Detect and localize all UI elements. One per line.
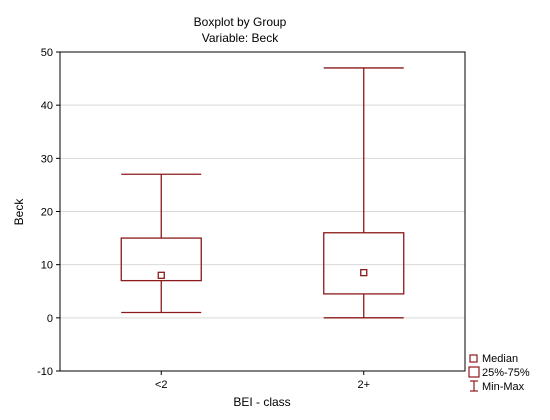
x-axis-label: BEI - class <box>233 395 290 409</box>
chart-title: Boxplot by Group <box>194 15 287 29</box>
y-tick-label: 20 <box>41 207 53 219</box>
y-axis: -10 0 10 20 30 40 50 <box>37 47 60 378</box>
y-tick-label: 40 <box>41 100 53 112</box>
y-axis-label: Beck <box>12 198 26 226</box>
box-group <box>120 173 202 314</box>
legend-whisker-swatch <box>470 380 478 392</box>
median-marker <box>157 271 165 279</box>
y-tick-label: 30 <box>41 153 53 165</box>
legend-box-swatch <box>468 366 480 378</box>
legend: Median 25%-75% Min-Max <box>468 353 530 393</box>
legend-median-swatch <box>469 354 478 363</box>
boxes <box>120 67 405 319</box>
iqr-box <box>323 232 405 295</box>
x-axis: <2 2+ <box>155 371 370 391</box>
y-tick-label: -10 <box>37 366 53 378</box>
box-group <box>323 67 405 319</box>
x-tick-label: <2 <box>155 379 168 391</box>
x-tick-label: 2+ <box>357 379 370 391</box>
legend-median-label: Median <box>482 353 518 365</box>
median-marker <box>360 268 368 277</box>
legend-box-label: 25%-75% <box>482 367 530 379</box>
legend-minmax-label: Min-Max <box>482 381 525 393</box>
y-tick-label: 50 <box>41 47 53 59</box>
y-tick-label: 10 <box>41 260 53 272</box>
chart-subtitle: Variable: Beck <box>202 31 279 45</box>
iqr-box <box>120 237 202 282</box>
y-tick-label: 0 <box>47 313 53 325</box>
